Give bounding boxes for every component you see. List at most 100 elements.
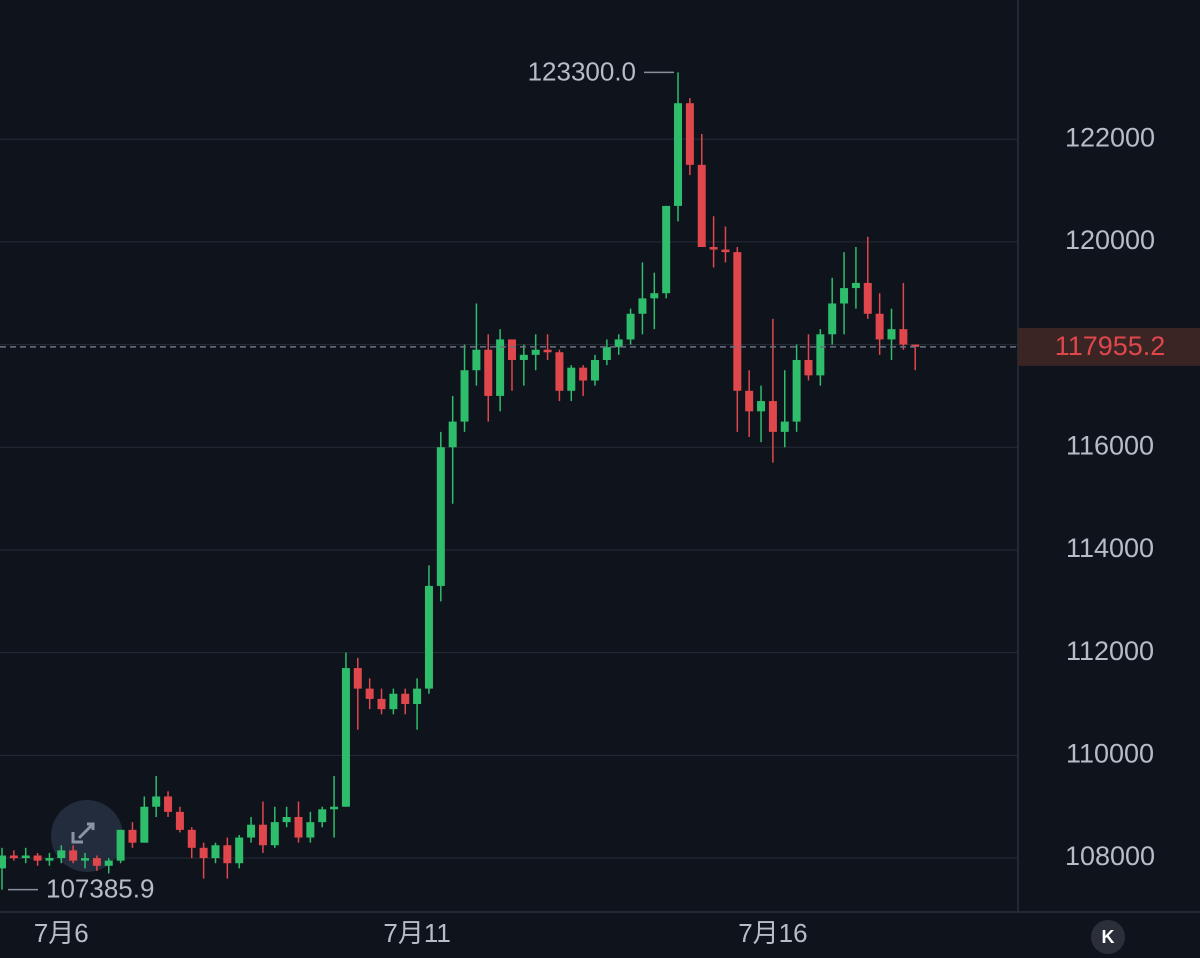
- candle-body: [899, 329, 908, 345]
- candle-body: [424, 585, 433, 689]
- candle-body: [745, 390, 754, 412]
- candle-body: [69, 850, 78, 861]
- candle-body: [270, 822, 279, 846]
- candle-body: [401, 693, 410, 705]
- candle-body: [235, 837, 244, 864]
- y-tick-label: 120000: [1065, 225, 1155, 255]
- candle-body: [887, 329, 896, 340]
- candle-body: [875, 313, 884, 340]
- candle-body: [685, 103, 694, 165]
- layout-button-icon: [71, 822, 95, 844]
- x-tick-label: 7月11: [383, 918, 450, 948]
- candle-body: [507, 339, 516, 360]
- candle-body: [460, 370, 469, 422]
- candle-body: [579, 367, 588, 381]
- candle-body: [709, 247, 718, 250]
- candle-body: [45, 858, 54, 861]
- candle-body: [9, 855, 18, 859]
- candle-body: [282, 817, 291, 823]
- candle-body: [828, 303, 837, 335]
- candle-body: [104, 860, 113, 866]
- candle-body: [851, 282, 860, 289]
- candle-body: [519, 354, 528, 360]
- candle-body: [152, 796, 161, 807]
- candle-body: [555, 352, 564, 391]
- candle-body: [567, 367, 576, 391]
- x-tick-label: 7月16: [738, 918, 807, 948]
- candle-body: [472, 349, 481, 371]
- candle-body: [57, 850, 66, 859]
- candle-body: [733, 252, 742, 391]
- candle-body: [318, 809, 327, 823]
- candle-body: [674, 103, 683, 206]
- candle-body: [911, 344, 920, 347]
- candle-body: [294, 817, 303, 838]
- high-marker-label: 123300.0: [528, 56, 636, 86]
- y-tick-label: 112000: [1066, 636, 1154, 666]
- candle-body: [211, 845, 220, 859]
- candle-body: [721, 249, 730, 253]
- candle-body: [175, 811, 184, 830]
- candle-body: [353, 668, 362, 689]
- candle-body: [792, 359, 801, 422]
- candle-body: [116, 829, 125, 861]
- candle-body: [187, 829, 196, 848]
- candle-body: [768, 401, 777, 432]
- interval-button-bg: [1091, 920, 1125, 954]
- candle-body: [223, 845, 232, 864]
- last-price-tag: [1018, 327, 1200, 366]
- candle-body: [697, 164, 706, 247]
- y-tick-label: 110000: [1066, 739, 1154, 769]
- layout-button-bg: [51, 800, 123, 872]
- candle-body: [377, 698, 386, 710]
- candle-body: [591, 359, 599, 381]
- candle-body: [484, 349, 493, 396]
- candle-body: [140, 806, 149, 843]
- y-tick-label: 114000: [1066, 533, 1154, 563]
- candle-body: [247, 824, 256, 838]
- candle-body: [306, 822, 315, 838]
- x-tick-label: 7月6: [34, 918, 89, 948]
- candle-body: [602, 347, 611, 360]
- candle-body: [638, 298, 647, 314]
- candle-body: [258, 824, 267, 846]
- candle-body: [128, 829, 137, 843]
- candle-body: [543, 349, 552, 353]
- low-marker-label: 107385.9: [46, 873, 154, 903]
- y-tick-label: 108000: [1065, 841, 1155, 871]
- y-tick-label: 122000: [1065, 122, 1155, 152]
- interval-button-label: K: [1102, 927, 1115, 947]
- candle-body: [780, 421, 789, 432]
- candle-body: [436, 447, 445, 586]
- candle-body: [92, 858, 101, 866]
- candle-body: [199, 847, 208, 859]
- candle-body: [840, 288, 849, 304]
- candle-body: [21, 855, 30, 859]
- candle-body: [816, 334, 825, 376]
- last-price-label: 117955.2: [1055, 331, 1166, 361]
- candle-body: [330, 806, 339, 810]
- candle-body: [626, 313, 635, 340]
- candle-body: [650, 293, 659, 299]
- candle-body: [365, 688, 374, 699]
- interval-button[interactable]: K: [1091, 920, 1125, 954]
- candle-body: [33, 855, 42, 861]
- candle-body: [496, 339, 505, 396]
- layout-button[interactable]: [51, 800, 123, 872]
- candle-body: [804, 359, 813, 376]
- candle-body: [341, 668, 350, 807]
- candle-body: [389, 693, 398, 710]
- candle-body: [531, 349, 540, 355]
- candle-body: [0, 855, 6, 869]
- y-tick-label: 116000: [1066, 430, 1154, 460]
- candle-body: [662, 205, 671, 294]
- candle-body: [448, 421, 457, 448]
- candle-body: [863, 282, 872, 314]
- candle-body: [81, 858, 90, 861]
- candle-body: [164, 796, 173, 812]
- candle-body: [757, 401, 766, 412]
- candle-body: [413, 688, 422, 705]
- candle-body: [614, 339, 623, 348]
